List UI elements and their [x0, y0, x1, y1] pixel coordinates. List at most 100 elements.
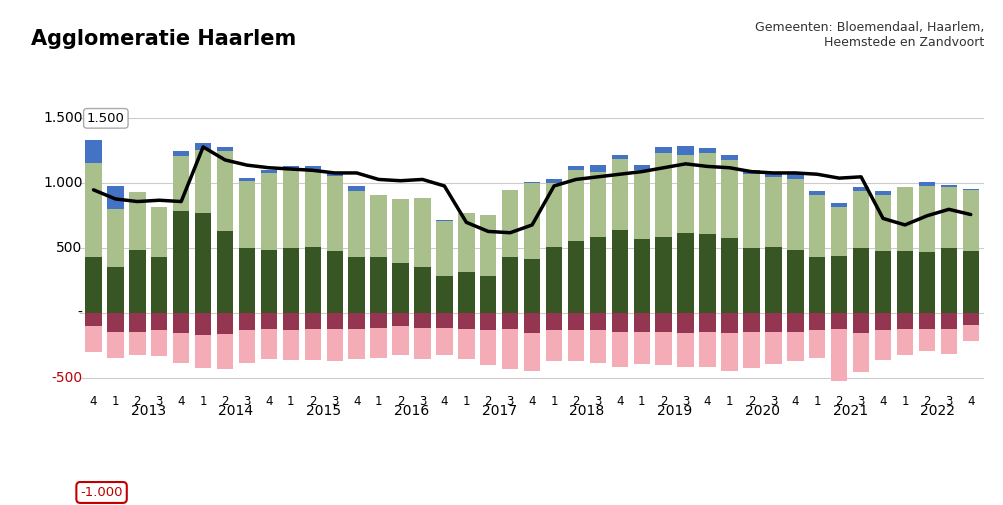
Bar — [655, 147, 671, 154]
Bar — [107, 331, 123, 358]
Text: 2013: 2013 — [130, 405, 165, 418]
Text: Gemeenten: Bloemendaal, Haarlem,
Heemstede en Zandvoort: Gemeenten: Bloemendaal, Haarlem, Heemste… — [754, 21, 983, 49]
Bar — [830, 203, 847, 207]
Bar — [720, 333, 737, 371]
Text: Agglomeratie Haarlem: Agglomeratie Haarlem — [31, 29, 296, 49]
Bar — [261, 173, 277, 249]
Bar — [414, 313, 430, 328]
Bar — [830, 329, 847, 381]
Bar — [435, 220, 452, 221]
Bar — [326, 329, 343, 362]
Bar — [808, 195, 824, 258]
Bar — [786, 331, 802, 362]
Bar — [852, 191, 869, 248]
Bar — [633, 239, 649, 313]
Bar — [150, 258, 168, 313]
Bar — [283, 170, 299, 248]
Bar — [852, 333, 869, 372]
Bar — [479, 215, 496, 276]
Bar — [896, 313, 913, 329]
Bar — [764, 313, 780, 331]
Bar — [808, 313, 824, 330]
Bar — [655, 154, 671, 237]
Bar — [699, 313, 715, 331]
Bar — [457, 313, 474, 329]
Bar — [633, 313, 649, 331]
Bar — [918, 182, 934, 186]
Bar — [479, 276, 496, 313]
Bar — [217, 313, 233, 334]
Bar — [852, 187, 869, 191]
Bar — [962, 190, 978, 251]
Bar — [677, 155, 693, 233]
Bar — [962, 313, 978, 325]
Bar — [940, 248, 956, 313]
Bar — [150, 207, 168, 258]
Bar — [677, 313, 693, 333]
Bar — [173, 313, 190, 333]
Bar — [326, 173, 343, 176]
Bar — [720, 313, 737, 333]
Bar — [479, 330, 496, 365]
Bar — [808, 258, 824, 313]
Bar — [85, 140, 101, 163]
Bar — [392, 263, 408, 313]
Bar — [874, 195, 891, 251]
Bar — [129, 313, 145, 331]
Bar — [655, 313, 671, 331]
Bar — [764, 331, 780, 364]
Bar — [85, 326, 101, 352]
Bar — [611, 331, 628, 367]
Bar — [370, 195, 386, 258]
Bar — [217, 334, 233, 369]
Bar — [699, 234, 715, 313]
Text: -: - — [77, 307, 82, 320]
Bar — [414, 197, 430, 267]
Bar — [283, 167, 299, 170]
Bar — [129, 249, 145, 313]
Bar — [962, 325, 978, 340]
Text: 2018: 2018 — [569, 405, 604, 418]
Bar — [896, 187, 913, 251]
Bar — [173, 211, 190, 313]
Bar — [239, 330, 255, 363]
Bar — [348, 186, 364, 191]
Bar — [940, 313, 956, 329]
Bar — [457, 213, 474, 272]
Bar — [720, 160, 737, 238]
Bar — [742, 170, 759, 174]
Bar — [524, 333, 540, 371]
Bar — [874, 191, 891, 195]
Text: 2020: 2020 — [744, 405, 779, 418]
Bar — [589, 313, 606, 330]
Bar — [524, 182, 540, 183]
Bar — [414, 267, 430, 313]
Bar — [567, 167, 584, 170]
Bar — [195, 213, 212, 313]
Bar — [414, 328, 430, 359]
Bar — [392, 326, 408, 355]
Text: 2016: 2016 — [393, 405, 428, 418]
Bar — [239, 313, 255, 330]
Bar — [85, 258, 101, 313]
Bar — [348, 329, 364, 359]
Bar — [830, 256, 847, 313]
Bar — [874, 251, 891, 313]
Bar — [107, 267, 123, 313]
Bar — [742, 174, 759, 248]
Bar — [195, 335, 212, 368]
Bar — [742, 331, 759, 368]
Bar — [852, 313, 869, 333]
Bar — [720, 155, 737, 160]
Bar — [852, 248, 869, 313]
Bar — [764, 177, 780, 247]
Bar — [611, 155, 628, 159]
Bar — [546, 183, 562, 247]
Text: 1.000: 1.000 — [43, 176, 82, 190]
Bar — [830, 313, 847, 329]
Bar — [85, 163, 101, 258]
Bar — [677, 333, 693, 367]
Bar — [239, 178, 255, 181]
Bar — [283, 313, 299, 330]
Bar — [107, 186, 123, 210]
